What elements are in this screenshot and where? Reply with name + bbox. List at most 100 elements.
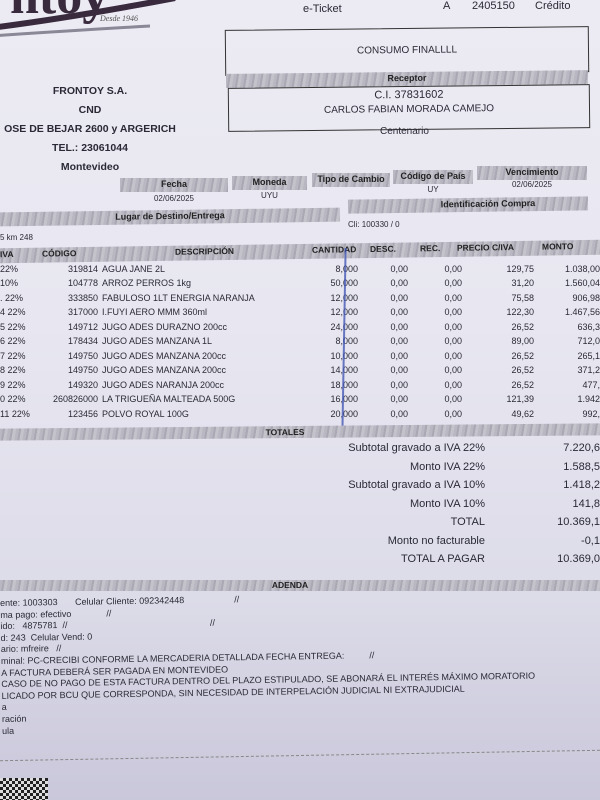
adenda-label: ADENDA — [271, 580, 309, 590]
vencimiento-value: 02/06/2025 — [511, 180, 553, 189]
adenda-band: ADENDA — [0, 580, 600, 591]
monto-cell: 636,3 — [577, 321, 600, 332]
precio-cell: 121,39 — [506, 394, 534, 405]
payment-type: Crédito — [535, 0, 571, 12]
descripcion-cell: JUGO ADES NARANJA 200cc — [102, 379, 225, 390]
precio-cell: 129,75 — [506, 264, 534, 274]
precio-cell: 26,52 — [511, 379, 534, 390]
col-monto: MONTO — [541, 241, 574, 252]
rec-cell: 0,00 — [444, 350, 462, 361]
codigo-cell: 123456 — [67, 408, 98, 419]
desc-cell: 0,00 — [390, 264, 408, 274]
precio-cell: 26,52 — [511, 321, 534, 332]
receptor-ci: C.I. 37831602 — [374, 88, 444, 102]
cantidad-cell: 16,000 — [330, 394, 358, 405]
codigo-cell: 104778 — [67, 278, 98, 289]
monto-cell: 906,98 — [572, 292, 600, 303]
descripcion-cell: AGUA JANE 2L — [102, 264, 166, 274]
iva-cell: 8 22% — [0, 365, 26, 376]
iva-cell: 5 22% — [0, 321, 26, 332]
total-value: -0,1 — [581, 534, 600, 547]
moneda-value: UYU — [261, 191, 278, 200]
desc-cell: 0,00 — [390, 365, 408, 376]
rec-cell: 0,00 — [444, 379, 462, 390]
iva-cell: 4 22% — [0, 307, 26, 318]
destino-header: Lugar de Destino/Entrega — [0, 207, 341, 227]
doc-number: 2405150 — [472, 0, 515, 12]
emisor-phone: TEL.: 23061044 — [52, 142, 128, 154]
pais-header: Código de País — [393, 170, 473, 184]
col-rec: REC. — [419, 243, 441, 254]
col-iva: IVA — [0, 249, 14, 260]
table-row: 6 22% 178434 JUGO ADES MANZANA 1L 8,000 0,00… — [0, 336, 600, 350]
consumer-type: CONSUMO FINALLLL — [356, 44, 458, 57]
doc-series: A — [443, 0, 451, 12]
table-row: 0 22% 260826000 LA TRIGUEÑA MALTEADA 500G 1… — [0, 394, 600, 408]
iva-cell: 7 22% — [0, 350, 26, 361]
desc-cell: 0,00 — [390, 379, 408, 390]
vencimiento-header: Vencimiento — [477, 166, 587, 180]
destino-value: 5 km 248 — [0, 233, 33, 242]
cantidad-cell: 20,000 — [330, 408, 358, 419]
rec-cell: 0,00 — [444, 307, 462, 318]
codigo-cell: 149712 — [67, 321, 98, 332]
col-codigo: CÓDIGO — [41, 248, 77, 259]
precio-cell: 75,58 — [511, 292, 534, 303]
precio-cell: 89,00 — [511, 336, 534, 347]
iva-cell: 0 22% — [0, 394, 26, 405]
descripcion-cell: JUGO ADES DURAZNO 200cc — [102, 321, 228, 332]
rec-cell: 0,00 — [444, 321, 462, 332]
total-label: Subtotal gravado a IVA 10% — [348, 479, 485, 491]
monto-cell: 712,0 — [577, 336, 600, 347]
codigo-cell: 149320 — [67, 379, 98, 390]
logo-tagline: Desde 1946 — [100, 14, 138, 23]
rec-cell: 0,00 — [444, 292, 462, 303]
qr-code-icon — [0, 778, 48, 800]
total-label: Monto IVA 22% — [409, 460, 485, 473]
rec-cell: 0,00 — [444, 278, 462, 289]
descripcion-cell: JUGO ADES MANZANA 1L — [102, 336, 213, 347]
emisor-name: FRONTOY S.A. — [52, 85, 128, 97]
iva-cell: 6 22% — [0, 336, 26, 347]
rec-cell: 0,00 — [444, 336, 462, 347]
monto-cell: 1.942 — [577, 394, 600, 405]
iva-cell: 9 22% — [0, 379, 26, 390]
doc-type: e-Ticket — [303, 3, 342, 15]
ident-header: Identificación Compra — [347, 196, 589, 214]
logo-swoosh-icon: ntoy — [0, 0, 176, 37]
desc-cell: 0,00 — [390, 350, 408, 361]
total-label: Monto no facturable — [387, 534, 485, 547]
emisor-block: FRONTOY S.A. CND OSE DE BEJAR 2600 y ARG… — [0, 82, 190, 177]
consumer-box: CONSUMO FINALLLL — [224, 26, 590, 76]
monto-cell: 371,2 — [577, 365, 600, 376]
pais-value: UY — [427, 185, 439, 194]
monto-cell: 1.560,04 — [564, 278, 600, 289]
descripcion-cell: ARROZ PERROS 1kg — [102, 278, 192, 289]
cantidad-cell: 8,000 — [335, 336, 358, 347]
col-desc: DESC. — [369, 243, 397, 255]
desc-cell: 0,00 — [390, 321, 408, 332]
codigo-cell: 260826000 — [52, 394, 98, 405]
descripcion-cell: JUGO ADES MANZANA 200cc — [102, 365, 227, 376]
desc-cell: 0,00 — [390, 292, 408, 303]
tipo-cambio-header: Tipo de Cambio — [312, 173, 390, 187]
monto-cell: 265,1 — [577, 350, 600, 361]
codigo-cell: 178434 — [67, 336, 98, 347]
cantidad-cell: 18,000 — [330, 379, 358, 390]
iva-cell: 11 22% — [0, 408, 30, 419]
codigo-cell: 319814 — [67, 264, 98, 274]
total-value: 10.369,0 — [557, 553, 600, 565]
desc-cell: 0,00 — [390, 307, 408, 318]
moneda-header: Moneda — [232, 176, 307, 190]
ident-value: Cli: 100330 / 0 — [348, 220, 400, 229]
precio-cell: 26,52 — [511, 365, 534, 376]
descripcion-cell: JUGO ADES MANZANA 200cc — [102, 350, 227, 361]
precio-cell: 122,30 — [506, 307, 534, 318]
descripcion-cell: FABULOSO 1LT ENERGIA NARANJA — [102, 292, 255, 303]
descripcion-cell: LA TRIGUEÑA MALTEADA 500G — [102, 394, 236, 405]
